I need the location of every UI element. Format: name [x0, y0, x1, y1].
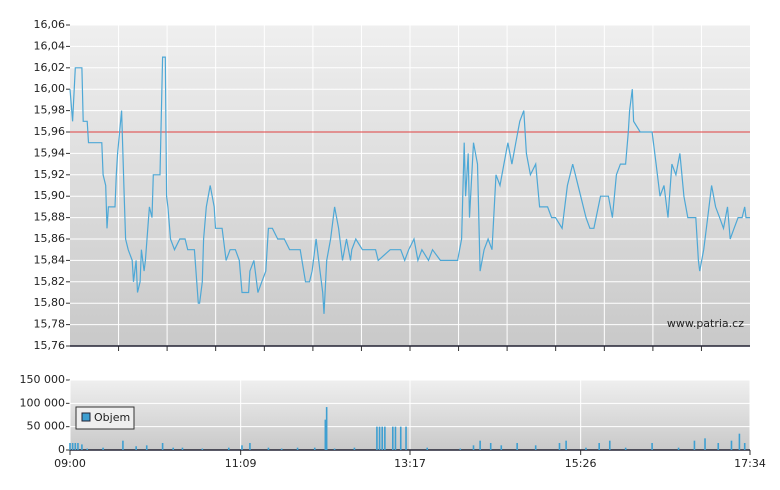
- volume-bar: [241, 445, 243, 450]
- legend-swatch: [81, 412, 91, 422]
- volume-bar: [399, 426, 402, 450]
- volume-bar: [296, 447, 299, 450]
- volume-bar: [394, 426, 397, 450]
- volume-bar: [516, 443, 518, 450]
- x-tick-label: 09:00: [54, 457, 86, 470]
- volume-bar: [201, 448, 204, 450]
- x-tick-label: 15:26: [565, 457, 597, 470]
- volume-bar: [122, 440, 124, 450]
- x-tick-label: 17:34: [734, 457, 766, 470]
- volume-bar: [86, 448, 88, 450]
- y-tick-label: 15,78: [34, 318, 66, 331]
- y-tick-label: 15,96: [34, 125, 66, 138]
- volume-bar: [325, 407, 328, 450]
- price-line: [69, 56, 750, 314]
- volume-bar: [598, 443, 600, 450]
- y-tick-label: 16,06: [34, 18, 66, 31]
- volume-bar: [585, 447, 587, 450]
- volume-bar: [172, 447, 174, 450]
- y-tick-label: 15,98: [34, 104, 66, 117]
- volume-bar: [459, 448, 462, 450]
- volume-bar: [384, 426, 386, 450]
- y-tick-label: 16,04: [34, 39, 66, 52]
- volume-bar: [135, 446, 137, 450]
- x-tick-label: 11:09: [225, 457, 257, 470]
- y-tick-label: 15,90: [34, 189, 66, 202]
- volume-bar: [651, 443, 653, 450]
- volume-bar: [69, 443, 71, 450]
- volume-bar: [181, 447, 184, 450]
- volume-bar: [743, 443, 746, 450]
- volume-bar: [333, 448, 336, 450]
- volume-bar: [376, 426, 378, 450]
- volume-bar: [534, 445, 537, 450]
- y-tick-label: 50 000: [27, 420, 66, 433]
- volume-bar: [81, 444, 83, 450]
- volume-bar: [392, 426, 394, 450]
- y-tick-label: 0: [58, 443, 65, 456]
- y-tick-label: 15,94: [34, 146, 66, 159]
- volume-bar: [558, 443, 561, 450]
- volume-bar: [624, 447, 627, 450]
- volume-bar: [738, 433, 741, 450]
- y-tick-label: 15,92: [34, 168, 66, 181]
- volume-bar: [608, 440, 611, 450]
- volume-bar: [426, 447, 428, 450]
- y-tick-label: 15,82: [34, 275, 66, 288]
- volume-bar: [730, 440, 733, 450]
- watermark: www.patria.cz: [667, 317, 744, 330]
- y-tick-label: 15,86: [34, 232, 66, 245]
- volume-bar: [77, 443, 79, 450]
- volume-bar: [313, 447, 316, 450]
- x-tick-label: 13:17: [394, 457, 426, 470]
- volume-bar: [267, 447, 270, 450]
- volume-bar: [704, 438, 706, 450]
- volume-bar: [71, 443, 74, 450]
- y-tick-label: 16,00: [34, 82, 66, 95]
- volume-bar: [161, 443, 164, 450]
- y-tick-label: 15,80: [34, 296, 66, 309]
- volume-bar: [102, 447, 104, 450]
- y-tick-label: 100 000: [20, 396, 66, 409]
- y-tick-label: 15,76: [34, 339, 66, 352]
- volume-bar: [500, 445, 503, 450]
- y-tick-label: 150 000: [20, 373, 66, 386]
- volume-bar: [280, 448, 283, 450]
- volume-bar: [227, 447, 230, 450]
- volume-bar: [145, 445, 148, 450]
- volume-bar: [405, 426, 407, 450]
- volume-bar: [472, 445, 475, 450]
- volume-bar: [677, 447, 680, 450]
- y-tick-label: 16,02: [34, 61, 66, 74]
- legend-label: Objem: [94, 411, 130, 424]
- volume-bar: [249, 443, 251, 450]
- volume-bar: [324, 419, 327, 450]
- volume-bar: [353, 447, 356, 450]
- volume-bar: [565, 440, 567, 450]
- y-tick-label: 15,84: [34, 253, 66, 266]
- volume-bar: [378, 426, 381, 450]
- volume-bar: [479, 440, 481, 450]
- volume-bar: [489, 443, 492, 450]
- volume-bar: [381, 426, 384, 450]
- volume-bar: [74, 443, 77, 450]
- volume-bar: [717, 443, 720, 450]
- y-tick-label: 15,88: [34, 211, 66, 224]
- volume-bar: [693, 440, 696, 450]
